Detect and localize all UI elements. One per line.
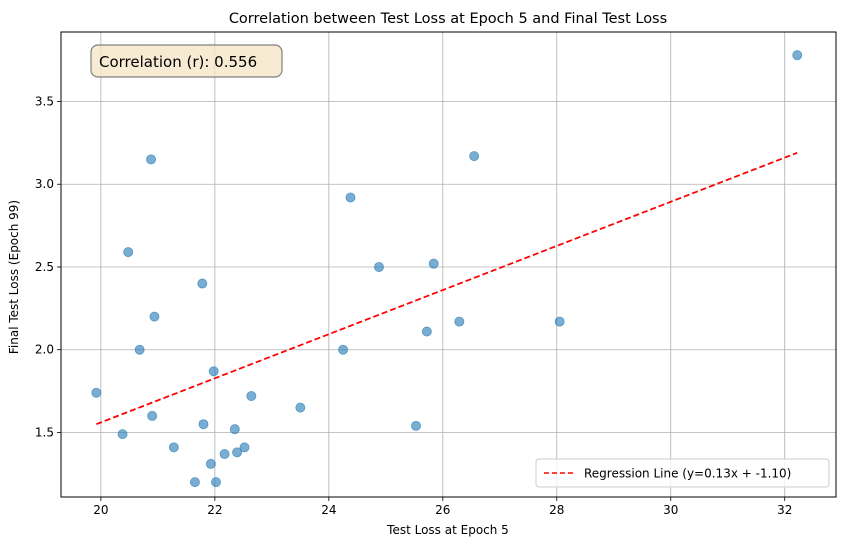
data-point — [554, 316, 565, 327]
data-point — [239, 442, 250, 453]
data-point — [210, 477, 221, 488]
data-point — [134, 344, 145, 355]
legend-box — [535, 458, 830, 488]
data-point — [232, 447, 243, 458]
data-point — [117, 429, 128, 440]
x-axis-label: Test Loss at Epoch 5 — [386, 523, 509, 537]
y-tick-label: 1.5 — [35, 425, 54, 439]
data-point — [229, 424, 240, 435]
correlation-annotation: Correlation (r): 0.556 — [90, 44, 283, 78]
y-tick-label: 3.5 — [35, 95, 54, 109]
x-tick-label: 28 — [549, 503, 564, 517]
y-axis-label: Final Test Loss (Epoch 99) — [7, 200, 21, 354]
legend: Regression Line (y=0.13x + -1.10) — [535, 458, 830, 488]
data-point — [146, 154, 157, 165]
x-tick-label: 30 — [663, 503, 678, 517]
data-point — [219, 448, 230, 459]
y-tick-label: 3.0 — [35, 177, 54, 191]
data-point — [454, 316, 465, 327]
legend-regression-label: Regression Line (y=0.13x + -1.10) — [584, 467, 791, 481]
y-axis-ticks: 1.5 2.0 2.5 3.0 3.5 — [35, 95, 61, 439]
x-axis-ticks: 20 22 24 26 28 30 32 — [93, 497, 792, 517]
data-point — [91, 387, 102, 398]
grid — [61, 32, 836, 497]
data-point — [205, 458, 216, 469]
data-point — [168, 442, 179, 453]
data-point — [197, 278, 208, 289]
data-point — [421, 326, 432, 337]
x-tick-label: 20 — [93, 503, 108, 517]
chart-title: Correlation between Test Loss at Epoch 5… — [229, 11, 667, 27]
data-point — [345, 192, 356, 203]
data-point — [411, 420, 422, 431]
data-point — [373, 261, 384, 272]
x-tick-label: 24 — [321, 503, 336, 517]
data-points — [91, 50, 803, 488]
annotation-box-bg — [90, 44, 283, 78]
x-tick-label: 32 — [777, 503, 792, 517]
data-point — [189, 477, 200, 488]
plot-area — [60, 31, 837, 498]
data-point — [208, 366, 219, 377]
y-tick-label: 2.5 — [35, 260, 54, 274]
data-point — [147, 410, 158, 421]
x-tick-label: 22 — [207, 503, 222, 517]
data-point — [198, 419, 209, 430]
regression-layer — [96, 151, 798, 426]
data-point — [123, 247, 134, 258]
data-point — [246, 391, 257, 402]
y-tick-label: 2.0 — [35, 343, 54, 357]
data-point — [428, 258, 439, 269]
data-point — [149, 311, 160, 322]
annotation-text: Correlation (r): 0.556 — [99, 53, 257, 71]
data-point — [338, 344, 349, 355]
x-tick-label: 26 — [435, 503, 450, 517]
data-point — [469, 151, 480, 162]
data-point — [295, 402, 306, 413]
regression-line — [96, 151, 798, 426]
data-point — [792, 50, 803, 61]
